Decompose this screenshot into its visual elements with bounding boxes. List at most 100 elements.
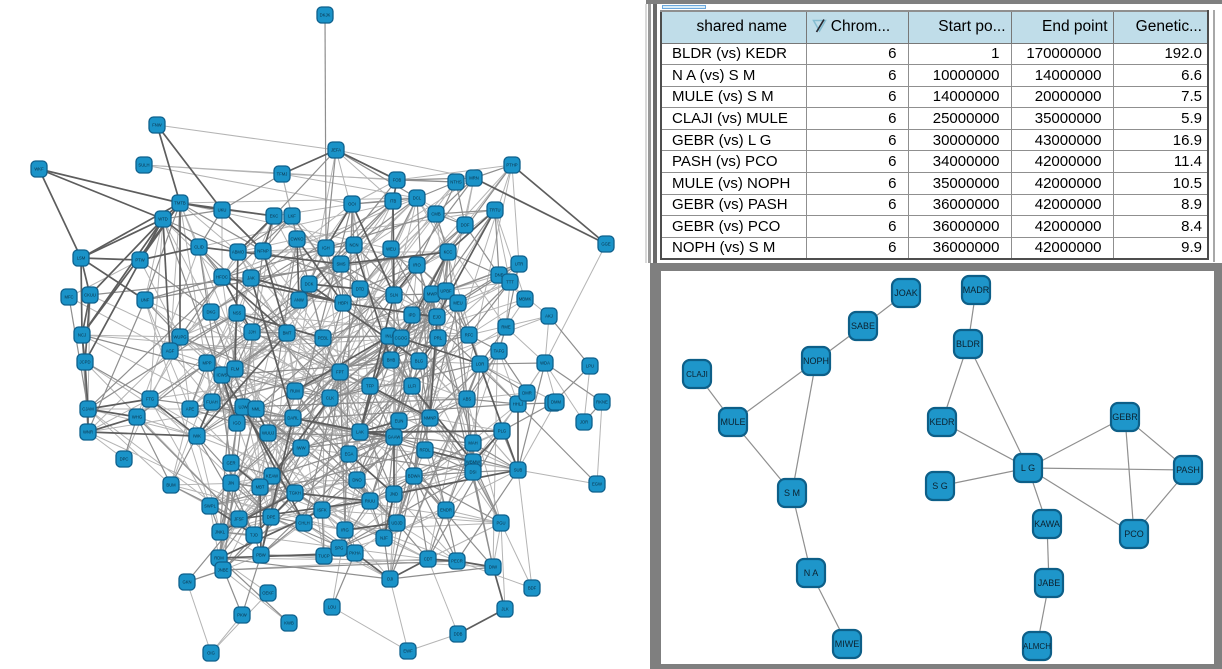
svg-text:MWP: MWP: [427, 292, 437, 297]
svg-text:TGKH: TGKH: [289, 491, 301, 496]
svg-text:DCK: DCK: [305, 282, 314, 287]
svg-text:CGOG: CGOG: [395, 336, 408, 341]
svg-text:TAFG: TAFG: [494, 349, 505, 354]
svg-text:PTW: PTW: [135, 258, 144, 263]
svg-text:N A: N A: [804, 568, 819, 578]
svg-text:CDT: CDT: [424, 557, 433, 562]
svg-text:KWB: KWB: [284, 621, 294, 626]
svg-text:HHLJ: HHLJ: [513, 402, 523, 407]
svg-text:NOPH: NOPH: [803, 356, 829, 366]
svg-text:IPD: IPD: [409, 313, 416, 318]
svg-text:TFP: TFP: [366, 384, 374, 389]
svg-text:MPP: MPP: [202, 361, 211, 366]
svg-text:KCC: KCC: [444, 250, 453, 255]
svg-text:TUCP: TUCP: [318, 554, 330, 559]
svg-text:NSS: NSS: [233, 311, 242, 316]
svg-text:CMB: CMB: [431, 212, 441, 217]
svg-text:HBPI: HBPI: [338, 301, 348, 306]
svg-text:MBT: MBT: [256, 485, 265, 490]
svg-text:AKJ: AKJ: [545, 314, 553, 319]
svg-text:JAK: JAK: [247, 276, 255, 281]
svg-text:DIW: DIW: [489, 565, 497, 570]
svg-text:FPT: FPT: [336, 370, 344, 375]
svg-text:EGA: EGA: [345, 452, 354, 457]
svg-text:NFNP: NFNP: [257, 249, 269, 254]
svg-text:EWF: EWF: [403, 649, 413, 654]
svg-text:WEU: WEU: [386, 247, 396, 252]
svg-text:FUAH: FUAH: [206, 400, 217, 405]
svg-text:WDA: WDA: [540, 361, 550, 366]
svg-text:MADR: MADR: [963, 285, 990, 295]
svg-text:RFC: RFC: [465, 333, 474, 338]
svg-text:UNF: UNF: [141, 298, 150, 303]
svg-text:ABS: ABS: [463, 397, 472, 402]
svg-text:MBMK: MBMK: [519, 297, 532, 302]
svg-text:KEDR: KEDR: [929, 417, 955, 427]
svg-text:S G: S G: [932, 481, 948, 491]
svg-text:TMTB: TMTB: [174, 201, 186, 206]
svg-text:SMS: SMS: [336, 262, 345, 267]
svg-text:DARL: DARL: [287, 416, 299, 421]
svg-text:SWPL: SWPL: [204, 504, 217, 509]
svg-text:JOAK: JOAK: [894, 288, 918, 298]
svg-text:JFSF: JFSF: [234, 517, 244, 522]
svg-text:PTHP: PTHP: [506, 163, 517, 168]
svg-text:RKNE: RKNE: [596, 400, 608, 405]
svg-text:TTT: TTT: [506, 280, 514, 285]
svg-text:CHLH: CHLH: [298, 521, 309, 526]
svg-text:PBW: PBW: [256, 553, 266, 558]
svg-text:SUB: SUB: [514, 468, 523, 473]
svg-text:DOF: DOF: [461, 223, 470, 228]
svg-text:LSM: LSM: [77, 256, 86, 261]
svg-text:NCN: NCN: [349, 243, 358, 248]
svg-text:OJI: OJI: [387, 577, 394, 582]
svg-text:RDM: RDM: [214, 556, 224, 561]
svg-text:ALMCH: ALMCH: [1023, 642, 1051, 651]
svg-text:TFMJ: TFMJ: [277, 172, 288, 177]
svg-text:UJW: UJW: [238, 405, 247, 410]
svg-text:GAAW: GAAW: [388, 435, 401, 440]
svg-text:S M: S M: [784, 488, 800, 498]
svg-text:CJAM: CJAM: [82, 407, 94, 412]
svg-text:LAK: LAK: [356, 430, 364, 435]
svg-text:HFOC: HFOC: [216, 275, 228, 280]
svg-text:NJF: NJF: [380, 536, 388, 541]
svg-text:WUUJ: WUUJ: [262, 431, 274, 436]
svg-text:INU: INU: [385, 334, 392, 339]
svg-text:PLG: PLG: [498, 429, 506, 434]
svg-text:JNBE: JNBE: [218, 568, 229, 573]
svg-text:MAH: MAH: [468, 441, 477, 446]
svg-text:JND: JND: [390, 492, 398, 497]
svg-text:GEBR: GEBR: [1112, 412, 1138, 422]
svg-text:EJO: EJO: [433, 315, 442, 320]
svg-text:GER: GER: [226, 461, 235, 466]
svg-text:SABE: SABE: [851, 321, 875, 331]
svg-text:CLID: CLID: [194, 245, 204, 250]
svg-text:SLN: SLN: [390, 293, 398, 298]
svg-text:BDF: BDF: [528, 586, 537, 591]
svg-text:PKHA: PKHA: [349, 551, 361, 556]
svg-text:DTD: DTD: [356, 287, 365, 292]
svg-text:BLG: BLG: [415, 359, 423, 364]
svg-text:JLK: JLK: [501, 607, 508, 612]
svg-text:DMM: DMM: [551, 400, 562, 405]
svg-text:CLK: CLK: [326, 396, 334, 401]
svg-text:ISFK: ISFK: [317, 508, 327, 513]
svg-text:JEFA: JEFA: [331, 148, 341, 153]
svg-text:LPU: LPU: [586, 364, 594, 369]
svg-text:DKJK: DKJK: [320, 13, 331, 18]
svg-text:LOR: LOR: [476, 362, 485, 367]
svg-text:EKC: EKC: [270, 214, 279, 219]
svg-text:WNR: WNR: [83, 430, 93, 435]
svg-text:MEU: MEU: [453, 301, 462, 306]
svg-text:IRO: IRO: [413, 263, 421, 268]
svg-text:DKG: DKG: [206, 310, 215, 315]
svg-text:IRG: IRG: [341, 528, 348, 533]
svg-text:IWK: IWK: [193, 434, 201, 439]
svg-text:BMT: BMT: [283, 331, 292, 336]
svg-text:OOI: OOI: [348, 202, 356, 207]
svg-text:NMNP: NMNP: [424, 416, 437, 421]
svg-text:PECR: PECR: [451, 559, 463, 564]
svg-text:IGO: IGO: [233, 421, 241, 426]
svg-text:JNKL: JNKL: [215, 530, 226, 535]
